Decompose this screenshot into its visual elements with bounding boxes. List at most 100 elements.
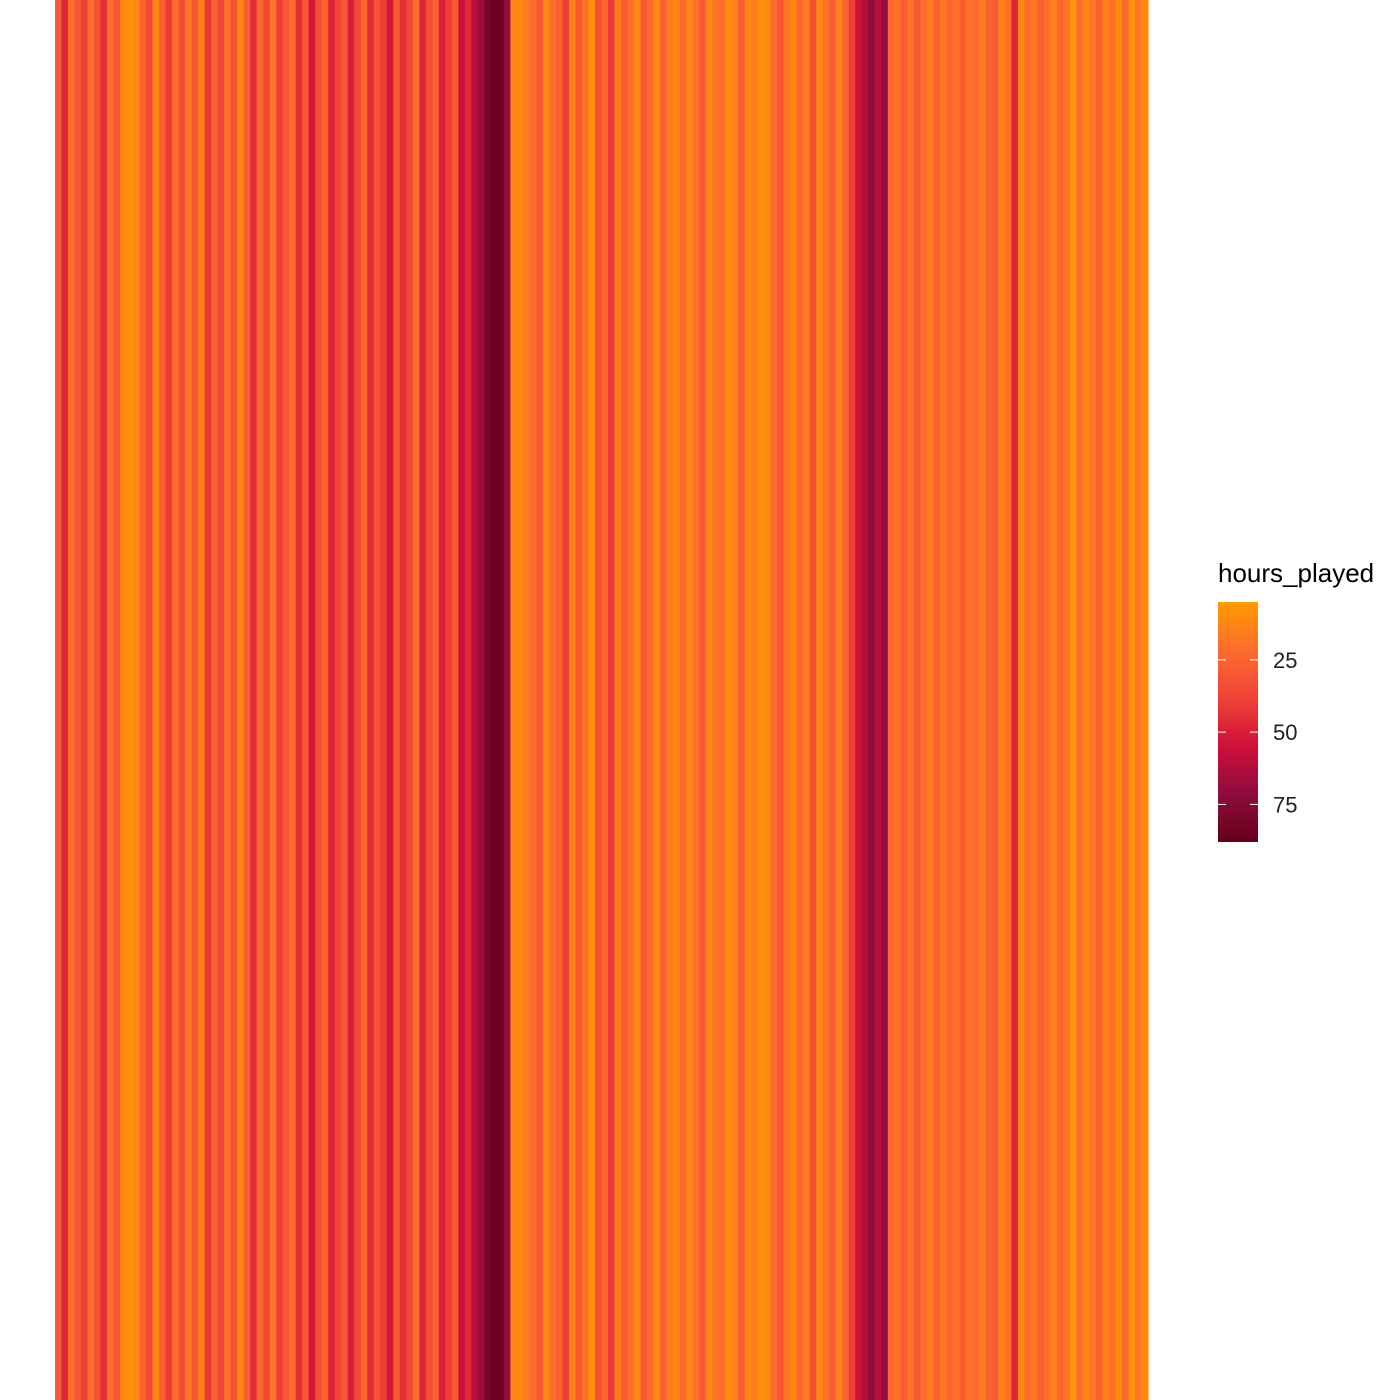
- heatmap-tile: [139, 0, 147, 1400]
- heatmap-tile: [555, 0, 564, 1400]
- heatmap-tile: [933, 0, 941, 1400]
- heatmap-tile: [276, 0, 284, 1400]
- heatmap-tile: [835, 0, 843, 1400]
- heatmap-tile: [829, 0, 837, 1400]
- heatmap-tile: [172, 0, 180, 1400]
- heatmap-tile: [497, 0, 505, 1400]
- heatmap-tile: [855, 0, 863, 1400]
- heatmap-tile: [985, 0, 993, 1400]
- heatmap-tile: [269, 0, 277, 1400]
- heatmap-tile: [393, 0, 401, 1400]
- heatmap-tile: [94, 0, 102, 1400]
- heatmap-tile: [1017, 0, 1025, 1400]
- heatmap-tile: [432, 0, 440, 1400]
- heatmap-tile: [536, 0, 544, 1400]
- heatmap-tile: [972, 0, 980, 1400]
- heatmap-tile: [1043, 0, 1052, 1400]
- heatmap-tile: [881, 0, 889, 1400]
- heatmap-tile: [601, 0, 609, 1400]
- heatmap-tile: [978, 0, 986, 1400]
- heatmap-tile: [204, 0, 212, 1400]
- heatmap-tile: [1069, 0, 1078, 1400]
- heatmap-tile: [542, 0, 551, 1400]
- heatmap-tile: [347, 0, 355, 1400]
- heatmap-tile: [634, 0, 642, 1400]
- heatmap-tile: [510, 0, 518, 1400]
- heatmap-tile: [868, 0, 876, 1400]
- heatmap-tile: [302, 0, 310, 1400]
- heatmap-tile: [529, 0, 538, 1400]
- heatmap-tile: [237, 0, 245, 1400]
- heatmap-tile: [1134, 0, 1143, 1400]
- heatmap-tile: [341, 0, 349, 1400]
- heatmap-tile: [412, 0, 420, 1400]
- heatmap-tile: [74, 0, 82, 1400]
- heatmap-tile: [107, 0, 115, 1400]
- heatmap-tile: [621, 0, 629, 1400]
- heatmap-tile: [959, 0, 967, 1400]
- heatmap-tile: [224, 0, 232, 1400]
- heatmap-tile: [1121, 0, 1130, 1400]
- heatmap-tile: [445, 0, 453, 1400]
- heatmap-tile: [243, 0, 251, 1400]
- heatmap-tile: [165, 0, 173, 1400]
- heatmap-tile: [484, 0, 492, 1400]
- heatmap-tile: [887, 0, 895, 1400]
- heatmap-tile: [803, 0, 811, 1400]
- heatmap-tiles: [55, 0, 1149, 1400]
- heatmap-tile: [790, 0, 798, 1400]
- heatmap-tile: [913, 0, 921, 1400]
- heatmap-tile: [581, 0, 590, 1400]
- heatmap-tile: [946, 0, 954, 1400]
- heatmap-tile: [764, 0, 772, 1400]
- heatmap-tile: [575, 0, 583, 1400]
- heatmap-tile: [549, 0, 557, 1400]
- heatmap-tile: [894, 0, 902, 1400]
- heatmap-tile: [438, 0, 446, 1400]
- heatmap-tile: [354, 0, 362, 1400]
- legend-tick-label: 25: [1273, 648, 1297, 673]
- heatmap-tile: [419, 0, 427, 1400]
- heatmap-tile: [315, 0, 323, 1400]
- heatmap-tile: [1082, 0, 1091, 1400]
- heatmap-tile: [712, 0, 720, 1400]
- heatmap-tile: [660, 0, 668, 1400]
- heatmap-tile: [816, 0, 824, 1400]
- heatmap-tile: [1108, 0, 1117, 1400]
- heatmap-tile: [120, 0, 128, 1400]
- heatmap-tile: [503, 0, 512, 1400]
- heatmap-tile: [1037, 0, 1045, 1400]
- heatmap-tile: [380, 0, 388, 1400]
- heatmap-tile: [627, 0, 635, 1400]
- heatmap-tile: [282, 0, 290, 1400]
- heatmap-tile: [1011, 0, 1019, 1400]
- heatmap-tile: [647, 0, 655, 1400]
- heatmap-tile: [588, 0, 596, 1400]
- heatmap-tile: [920, 0, 928, 1400]
- heatmap-tile: [126, 0, 134, 1400]
- heatmap-tile: [471, 0, 479, 1400]
- heatmap-tile: [360, 0, 368, 1400]
- heatmap-tile: [998, 0, 1006, 1400]
- heatmap-tile: [1050, 0, 1058, 1400]
- heatmap-tile: [100, 0, 108, 1400]
- heatmap-tile: [562, 0, 570, 1400]
- heatmap-tile: [211, 0, 219, 1400]
- heatmap-tile: [146, 0, 154, 1400]
- heatmap-tile: [1128, 0, 1136, 1400]
- heatmap-tile: [1089, 0, 1097, 1400]
- legend-ticks: 25 50 75: [1218, 648, 1297, 817]
- heatmap-tile: [451, 0, 459, 1400]
- heatmap-tile: [679, 0, 687, 1400]
- heatmap-tile: [939, 0, 947, 1400]
- heatmap-tile: [406, 0, 414, 1400]
- heatmap-tile: [796, 0, 804, 1400]
- heatmap-tile: [770, 0, 778, 1400]
- heatmap-tile: [477, 0, 485, 1400]
- heatmap-tile: [1004, 0, 1012, 1400]
- heatmap-tile: [861, 0, 869, 1400]
- heatmap-tile: [757, 0, 765, 1400]
- heatmap-tile: [809, 0, 817, 1400]
- legend-tick-label: 50: [1273, 720, 1297, 745]
